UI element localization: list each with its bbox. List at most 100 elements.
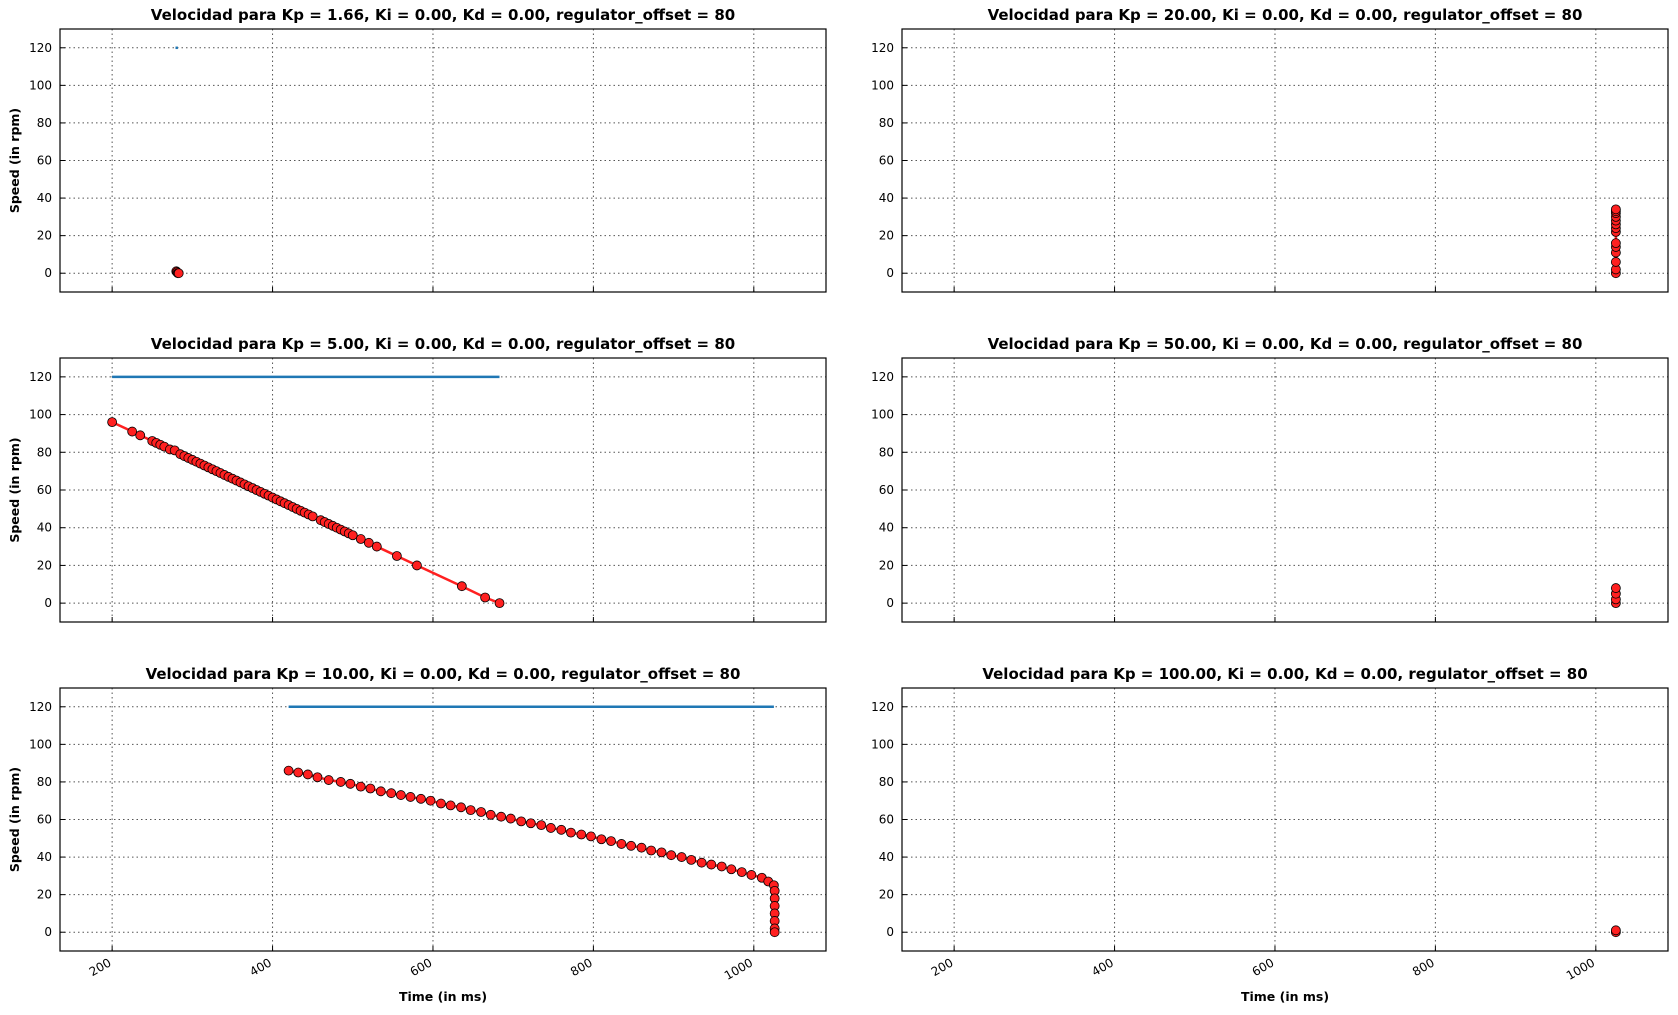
x-tick-label: 200 xyxy=(87,955,114,979)
x-tick-label: 1000 xyxy=(1564,955,1597,982)
x-axis-label: Time (in ms) xyxy=(1241,989,1329,1004)
data-point xyxy=(283,765,294,776)
y-axis-label: Speed (in rpm) xyxy=(7,108,22,213)
data-point xyxy=(416,793,426,804)
y-tick-label: 40 xyxy=(879,191,894,205)
data-point xyxy=(127,426,138,437)
data-point xyxy=(626,840,636,851)
data-point xyxy=(365,783,376,794)
data-point xyxy=(525,818,536,829)
data-point xyxy=(355,781,366,792)
x-tick-label: 1000 xyxy=(722,955,755,982)
data-point xyxy=(293,767,304,778)
data-point xyxy=(516,816,527,827)
y-axis-label: Speed (in rpm) xyxy=(7,437,22,542)
data-point xyxy=(363,537,374,548)
data-point xyxy=(355,534,366,544)
plot-area: 0 20 40 60 80 100 120 Velocidad para Kp = 5.00,… xyxy=(7,335,827,623)
axes-frame xyxy=(901,357,1669,623)
series-line xyxy=(288,769,776,933)
y-tick-label: 120 xyxy=(871,370,894,384)
y-tick-label: 0 xyxy=(886,596,894,610)
axes-frame xyxy=(901,28,1669,293)
data-point xyxy=(173,268,184,279)
data-point xyxy=(656,847,667,858)
data-point xyxy=(323,775,334,785)
data-point xyxy=(371,541,382,552)
data-point xyxy=(636,842,647,853)
y-tick-label: 20 xyxy=(879,888,894,902)
y-tick-label: 20 xyxy=(37,229,52,243)
data-point xyxy=(135,430,146,441)
y-tick-label: 80 xyxy=(879,116,894,130)
chart-title: Velocidad para Kp = 1.66, Ki = 0.00, Kd … xyxy=(151,6,735,24)
data-point xyxy=(505,813,516,824)
data-point xyxy=(335,777,346,787)
data-point xyxy=(345,778,356,789)
data-point xyxy=(1610,204,1621,215)
y-tick-label: 120 xyxy=(29,370,52,384)
data-point xyxy=(566,827,576,838)
data-point xyxy=(465,805,476,816)
y-tick-label: 60 xyxy=(879,813,894,827)
y-tick-label: 60 xyxy=(879,154,894,168)
data-point xyxy=(1610,583,1621,593)
axes-frame xyxy=(59,357,827,623)
y-tick-label: 80 xyxy=(37,116,52,130)
data-point xyxy=(476,807,486,817)
chart-title: Velocidad para Kp = 50.00, Ki = 0.00, Kd… xyxy=(988,335,1583,353)
y-tick-label: 60 xyxy=(879,483,894,497)
data-point xyxy=(386,788,397,799)
y-tick-label: 80 xyxy=(37,775,52,789)
y-tick-label: 100 xyxy=(871,78,894,92)
data-point xyxy=(425,795,436,806)
data-point xyxy=(496,811,507,822)
x-tick-label: 600 xyxy=(408,955,435,979)
data-point xyxy=(1610,925,1621,936)
data-point xyxy=(616,839,627,849)
data-point xyxy=(445,800,456,811)
y-tick-label: 0 xyxy=(886,266,894,280)
x-tick-label: 400 xyxy=(247,955,274,979)
y-tick-label: 100 xyxy=(29,78,52,92)
data-point xyxy=(646,845,657,856)
x-tick-label: 600 xyxy=(1250,955,1277,979)
data-point xyxy=(666,850,677,861)
y-tick-label: 40 xyxy=(37,521,52,535)
y-tick-label: 40 xyxy=(37,850,52,864)
y-tick-label: 120 xyxy=(29,700,52,714)
data-point xyxy=(676,852,687,862)
data-point xyxy=(726,864,737,875)
plot-area: 0 20 40 60 80 100 120 Velocidad para Kp = 1.66,… xyxy=(7,6,827,293)
y-tick-label: 120 xyxy=(29,41,52,55)
data-point xyxy=(347,530,358,541)
data-point xyxy=(405,792,416,802)
y-tick-label: 0 xyxy=(44,266,52,280)
chart-title: Velocidad para Kp = 20.00, Ki = 0.00, Kd… xyxy=(988,6,1583,24)
chart-title: Velocidad para Kp = 5.00, Ki = 0.00, Kd … xyxy=(151,335,735,353)
data-point xyxy=(586,831,596,842)
x-tick-label: 400 xyxy=(1089,955,1116,979)
y-tick-label: 80 xyxy=(879,445,894,459)
plot-area: 0 20 40 60 80 100 120 200 400 600 800 1000 Velocidad… xyxy=(7,665,827,1004)
data-point xyxy=(576,829,587,840)
y-tick-label: 40 xyxy=(37,191,52,205)
data-point xyxy=(307,511,318,522)
y-tick-label: 0 xyxy=(44,596,52,610)
y-tick-label: 20 xyxy=(37,558,52,572)
y-tick-label: 60 xyxy=(37,813,52,827)
y-tick-label: 80 xyxy=(37,445,52,459)
data-point xyxy=(375,786,386,797)
data-point xyxy=(746,870,757,880)
y-tick-label: 20 xyxy=(37,888,52,902)
data-point xyxy=(391,551,402,561)
data-point xyxy=(686,854,697,865)
y-tick-label: 60 xyxy=(37,154,52,168)
data-point xyxy=(716,861,727,872)
data-point xyxy=(545,823,556,833)
chart-title: Velocidad para Kp = 10.00, Ki = 0.00, Kd… xyxy=(146,665,741,683)
data-point xyxy=(706,859,717,870)
data-point xyxy=(1610,257,1621,267)
